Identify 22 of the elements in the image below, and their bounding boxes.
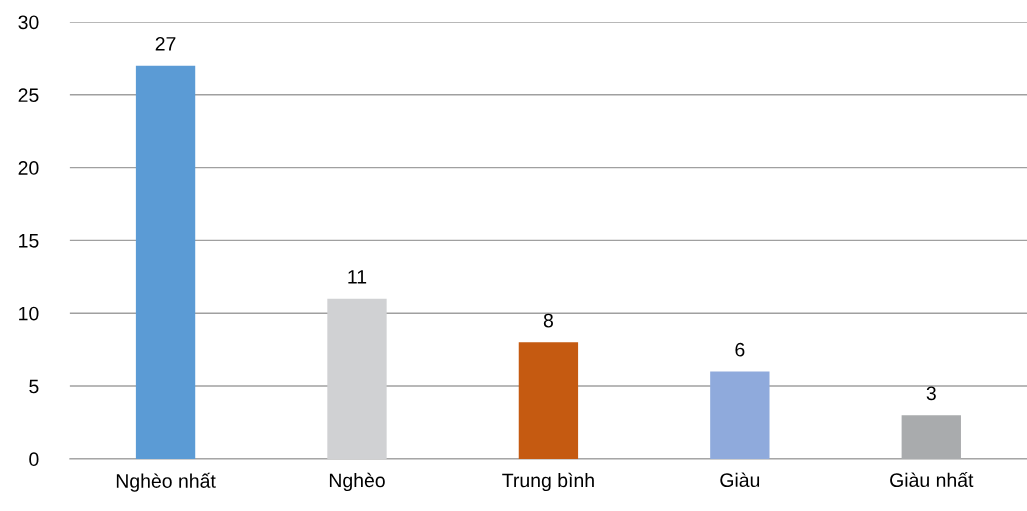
data-label: 27 xyxy=(155,36,176,51)
x-tick-label: Giàu xyxy=(720,472,760,488)
y-tick-label: 25 xyxy=(18,88,39,103)
x-tick-label: Giàu nhất xyxy=(890,471,974,488)
data-label: 3 xyxy=(926,386,936,401)
data-label: 6 xyxy=(735,342,745,357)
y-tick-label: 0 xyxy=(29,452,39,467)
bar xyxy=(135,65,196,459)
bar xyxy=(710,371,770,459)
y-tick-label: 20 xyxy=(18,161,39,175)
x-tick-label: Nghèo nhất xyxy=(116,472,216,492)
data-label: 8 xyxy=(543,313,553,328)
y-tick-label: 5 xyxy=(29,379,39,394)
x-tick-label: Nghèo xyxy=(329,472,385,492)
bar xyxy=(518,342,579,459)
bar xyxy=(327,298,387,459)
data-label: 11 xyxy=(348,270,367,284)
bar xyxy=(901,415,961,459)
x-tick-label: Trung bình xyxy=(502,472,594,492)
y-tick-label: 30 xyxy=(18,15,39,30)
y-tick-label: 10 xyxy=(19,306,39,321)
y-tick-label: 15 xyxy=(19,234,39,248)
